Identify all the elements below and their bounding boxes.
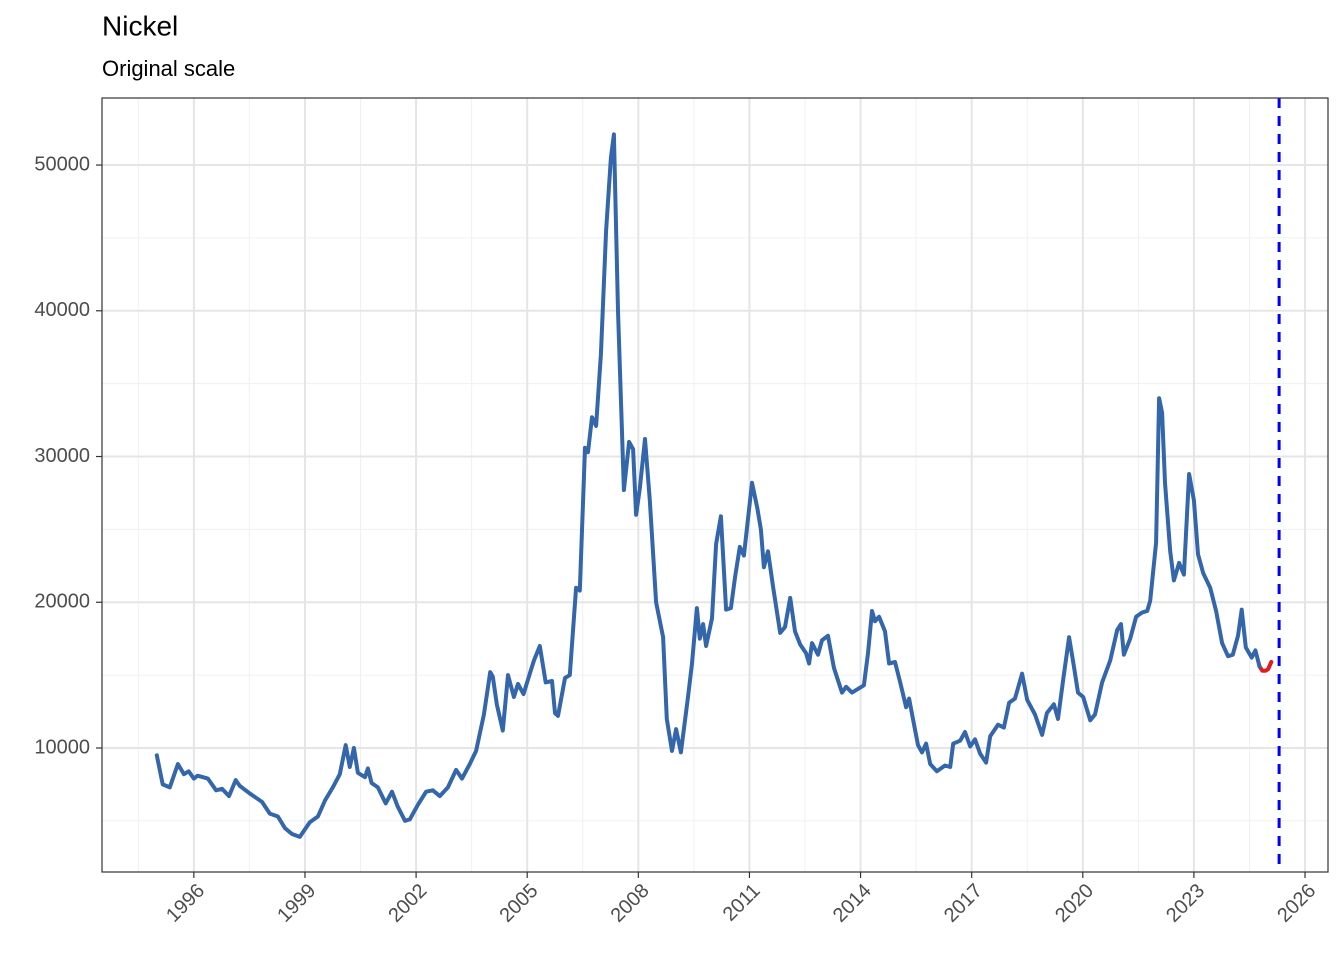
panel-border xyxy=(101,97,1329,873)
x-tick-label: 1996 xyxy=(162,880,209,927)
x-tick-label: 1999 xyxy=(273,880,320,927)
x-tick-label: 2005 xyxy=(495,880,542,927)
x-tick-label: 2023 xyxy=(1162,880,1209,927)
series-line xyxy=(1257,660,1274,673)
x-tick-label: 2020 xyxy=(1051,880,1098,927)
y-tick-label: 20000 xyxy=(34,591,90,613)
series-line xyxy=(154,132,1262,839)
x-tick-label: 2002 xyxy=(384,880,431,927)
y-tick-label: 10000 xyxy=(34,736,90,758)
chart-title: Nickel xyxy=(102,10,178,41)
chart-subtitle: Original scale xyxy=(102,56,235,81)
y-tick-label: 40000 xyxy=(34,299,90,321)
x-tick-label: 2008 xyxy=(607,880,654,927)
y-tick-label: 50000 xyxy=(34,153,90,175)
x-tick-label: 2011 xyxy=(719,880,765,926)
x-tick-label: 2014 xyxy=(829,880,876,927)
y-tick-label: 30000 xyxy=(34,445,90,467)
x-tick-label: 2026 xyxy=(1273,880,1320,927)
x-tick-label: 2017 xyxy=(940,880,987,927)
